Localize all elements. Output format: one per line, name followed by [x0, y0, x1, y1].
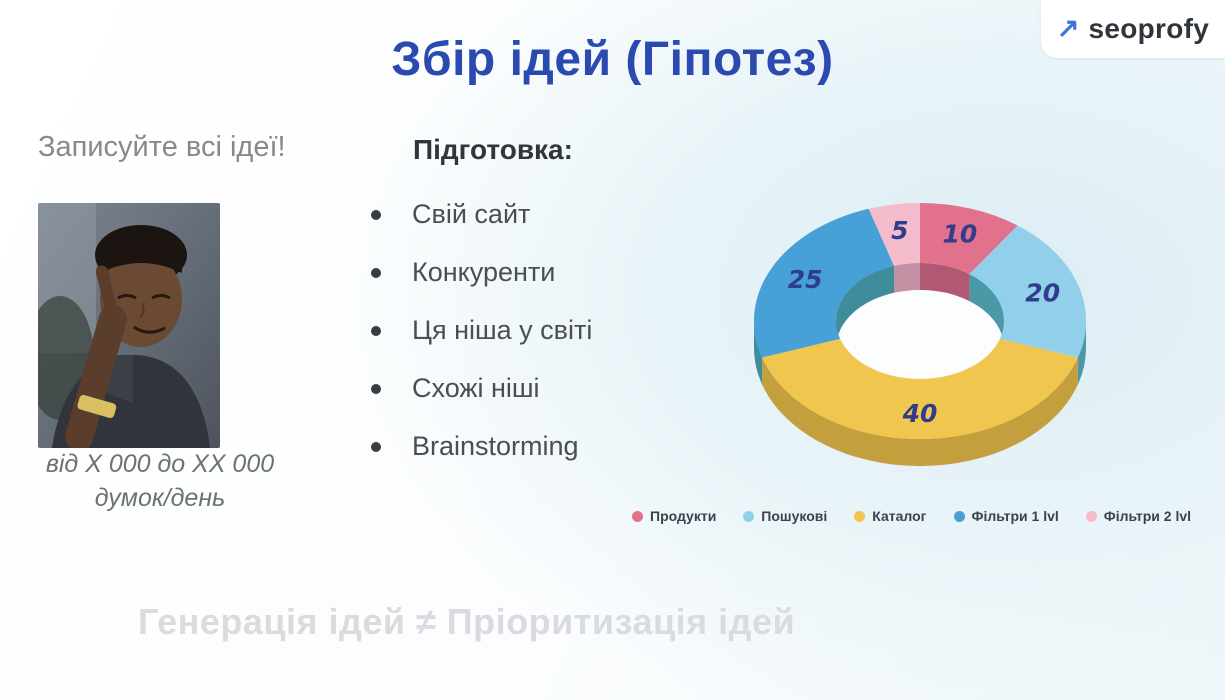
footer-watermark: Генерація ідей ≠ Пріоритизація ідей — [138, 601, 796, 642]
donut-chart-wrap: 10 20 40 25 5 — [700, 170, 1170, 500]
left-column-heading: Записуйте всі ідеї! — [38, 131, 286, 163]
slice-value-label: 20 — [1025, 279, 1060, 308]
slice-value-label: 5 — [891, 216, 908, 245]
legend-label: Фільтри 2 lvl — [1103, 508, 1192, 524]
legend-dot-icon — [953, 510, 965, 522]
meme-caption: від X 000 до XX 000 думок/день — [8, 448, 312, 516]
legend-dot-icon — [854, 510, 866, 522]
arrow-up-right-icon: ↗ — [1056, 12, 1080, 43]
logo-text: seoprofy — [1088, 13, 1210, 44]
legend-label: Продукти — [650, 508, 717, 524]
legend-label: Фільтри 1 lvl — [971, 508, 1059, 524]
legend-dot-icon — [632, 510, 643, 522]
legend-dot-icon — [743, 510, 755, 522]
bullet-icon — [371, 441, 381, 452]
list-item: Схожі ніші — [371, 370, 592, 407]
legend-label: Пошукові — [761, 508, 828, 524]
list-item: Свій сайт — [371, 196, 592, 233]
bullet-label: Brainstorming — [412, 431, 579, 461]
seoprofy-logo: ↗ seoprofy — [1041, 0, 1225, 58]
legend-item: Фільтри 1 lvl — [953, 508, 1059, 524]
roll-safe-meme-illustration — [38, 203, 220, 448]
bullet-label: Ця ніша у світі — [412, 315, 593, 345]
legend-item: Продукти — [632, 508, 716, 524]
bullet-icon — [371, 209, 381, 220]
page-title: Збір ідей (Гіпотез) — [391, 33, 834, 86]
legend-item: Пошукові — [743, 508, 827, 524]
legend-item: Фільтри 2 lvl — [1085, 508, 1192, 524]
list-item: Ця ніша у світі — [371, 312, 592, 349]
chart-legend: Продукти Пошукові Каталог Фільтри 1 lvl … — [632, 508, 1217, 524]
bullet-icon — [371, 325, 381, 336]
legend-item: Каталог — [854, 508, 927, 524]
list-item: Brainstorming — [371, 428, 592, 465]
legend-dot-icon — [1085, 510, 1097, 522]
prep-bullet-list: Свій сайт Конкуренти Ця ніша у світі Схо… — [371, 196, 592, 486]
legend-label: Каталог — [872, 508, 927, 524]
prep-heading: Підготовка: — [413, 134, 573, 165]
slice-value-label: 25 — [788, 265, 823, 294]
bullet-label: Конкуренти — [412, 257, 556, 287]
donut-chart-3d: 10 20 40 25 5 — [753, 202, 1087, 467]
meme-image — [38, 203, 220, 448]
caption-line-2: думок/день — [94, 483, 226, 512]
slice-value-label: 10 — [943, 220, 978, 249]
slice-value-label: 40 — [902, 399, 938, 428]
bullet-label: Свій сайт — [412, 199, 531, 229]
bullet-icon — [371, 267, 381, 278]
caption-line-1: від X 000 до XX 000 — [45, 450, 275, 478]
bullet-label: Схожі ніші — [412, 373, 540, 403]
bullet-icon — [371, 383, 381, 394]
list-item: Конкуренти — [371, 254, 592, 291]
